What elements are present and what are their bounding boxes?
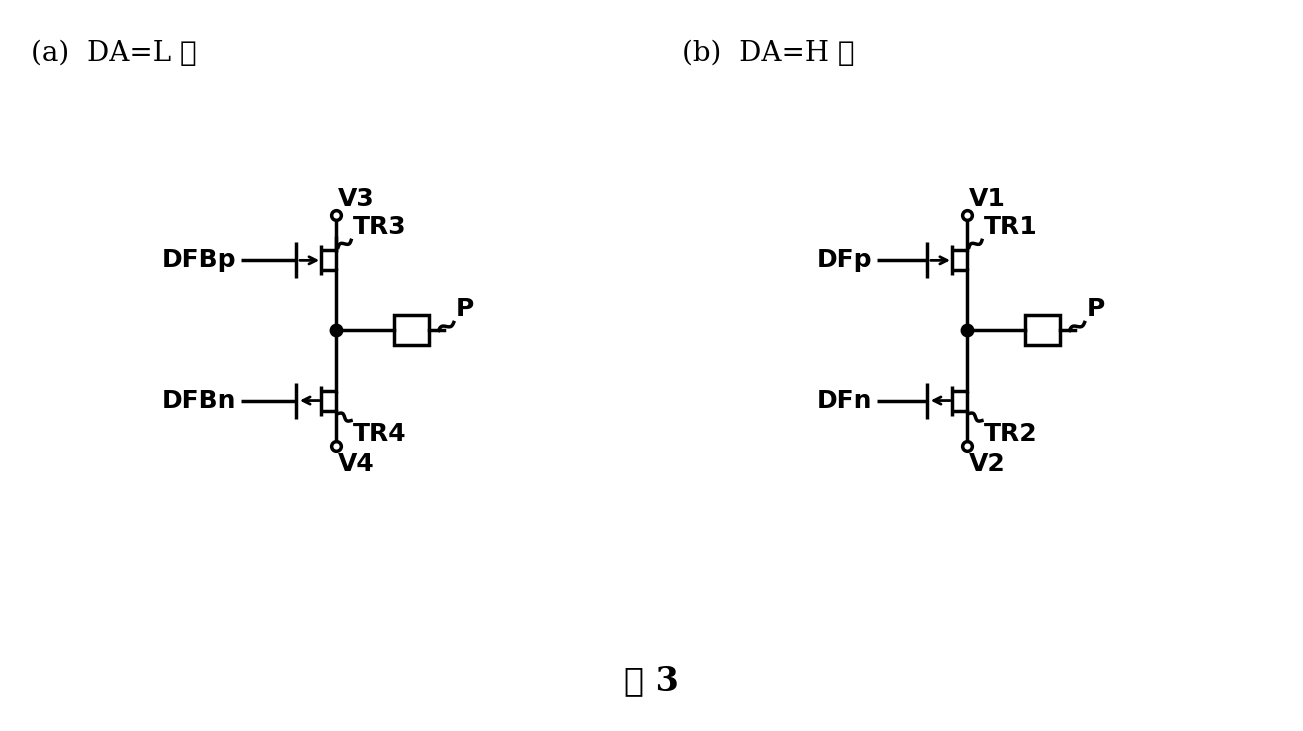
Text: TR4: TR4 [353, 422, 407, 446]
Text: DFBp: DFBp [162, 249, 236, 273]
Text: DFBn: DFBn [162, 389, 236, 412]
Text: TR3: TR3 [353, 216, 407, 239]
Text: (b)  DA=H 时: (b) DA=H 时 [681, 40, 853, 67]
Text: DFn: DFn [816, 389, 872, 412]
Text: TR1: TR1 [984, 216, 1037, 239]
Text: P: P [1087, 298, 1105, 322]
Bar [394, 316, 429, 346]
Text: V4: V4 [337, 452, 375, 476]
Text: 图 3: 图 3 [624, 664, 679, 697]
Text: V2: V2 [969, 452, 1006, 476]
Text: V1: V1 [969, 187, 1006, 211]
Text: (a)  DA=L 时: (a) DA=L 时 [31, 40, 197, 67]
Text: P: P [456, 298, 474, 322]
Text: V3: V3 [337, 187, 375, 211]
Text: TR2: TR2 [984, 422, 1037, 446]
Bar [1024, 316, 1059, 346]
Text: DFp: DFp [816, 249, 872, 273]
